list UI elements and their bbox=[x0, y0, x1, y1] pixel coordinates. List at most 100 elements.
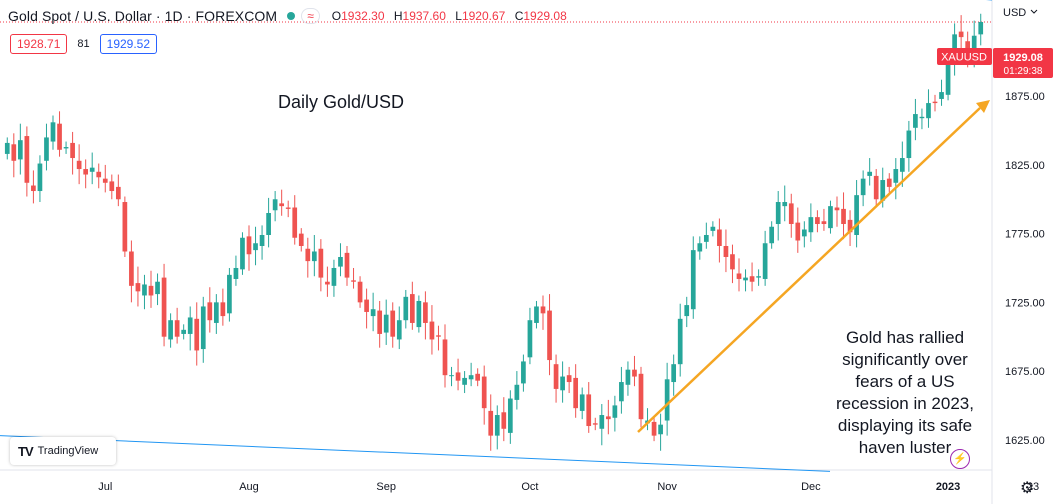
candle-body bbox=[115, 186, 121, 200]
candle-body bbox=[801, 229, 807, 237]
lower-channel-line[interactable] bbox=[0, 435, 831, 472]
candle-body bbox=[416, 300, 422, 328]
ohlc-readout: O1932.30 H1937.60 L1920.67 C1929.08 bbox=[332, 9, 573, 23]
candle-body bbox=[703, 235, 709, 242]
time-tick-label: 23 bbox=[1027, 481, 1039, 493]
time-tick-label: Sep bbox=[376, 481, 396, 493]
candle-body bbox=[566, 375, 572, 383]
candle-body bbox=[527, 320, 533, 358]
candle-body bbox=[298, 233, 304, 246]
settings-gear-icon[interactable]: ⚙ bbox=[1020, 480, 1035, 497]
candle-body bbox=[259, 235, 265, 246]
time-tick-label: Oct bbox=[521, 481, 538, 493]
candle-body bbox=[573, 377, 579, 409]
candle-body bbox=[207, 302, 213, 321]
price-axis-panel[interactable] bbox=[992, 0, 1063, 504]
candle-body bbox=[919, 116, 925, 119]
annotation-line: displaying its safe bbox=[838, 416, 972, 435]
pattern-icon[interactable]: ≈ bbox=[301, 8, 320, 24]
candle-body bbox=[619, 382, 624, 402]
price-tick-label: 1725.00 bbox=[1005, 297, 1045, 309]
unit-chevron-down-icon[interactable] bbox=[1030, 9, 1038, 14]
candle-body bbox=[436, 335, 441, 337]
candle-body bbox=[488, 410, 494, 436]
candle-body bbox=[599, 415, 605, 429]
candle-body bbox=[370, 309, 376, 317]
candle-body bbox=[932, 101, 938, 104]
candle-body bbox=[730, 254, 735, 270]
candle-body bbox=[782, 202, 788, 207]
candle-body bbox=[906, 130, 912, 159]
candle-body bbox=[305, 248, 311, 262]
chart-title: Daily Gold/USD bbox=[278, 92, 404, 112]
candle-body bbox=[690, 250, 696, 310]
candle-body bbox=[318, 248, 324, 278]
candle-body bbox=[945, 59, 951, 95]
price-axis-unit: USD bbox=[1003, 7, 1026, 19]
candle-body bbox=[227, 274, 232, 314]
candle-body bbox=[971, 35, 977, 55]
candle-body bbox=[952, 34, 957, 60]
candle-body bbox=[710, 226, 716, 231]
candle-body bbox=[122, 202, 128, 252]
time-tick-label: Dec bbox=[801, 481, 821, 493]
candle-body bbox=[462, 377, 467, 385]
ohlc-close-key: C bbox=[514, 9, 524, 23]
ohlc-low-value: 1920.67 bbox=[461, 9, 506, 23]
candle-body bbox=[396, 320, 402, 340]
chart-header: Gold Spot / U.S. Dollar · 1D · FOREXCOM … bbox=[8, 6, 573, 26]
candle-body bbox=[788, 203, 794, 225]
spread-value: 81 bbox=[77, 38, 90, 50]
candle-body bbox=[168, 320, 173, 340]
annotation-line: significantly over bbox=[842, 350, 968, 369]
candle-body bbox=[521, 361, 526, 384]
candle-body bbox=[854, 195, 859, 235]
price-tick-label: 1875.00 bbox=[1005, 91, 1045, 103]
tradingview-logo-text: TradingView bbox=[37, 445, 99, 457]
sell-price-button[interactable]: 1928.71 bbox=[10, 34, 68, 54]
candle-body bbox=[684, 305, 690, 317]
candle-body bbox=[625, 369, 631, 385]
candle-body bbox=[762, 243, 768, 279]
lightning-icon[interactable]: ⚡ bbox=[950, 449, 970, 469]
candle-body bbox=[174, 320, 180, 337]
ohlc-open-key: O bbox=[331, 9, 342, 23]
candle-body bbox=[475, 373, 481, 381]
candle-body bbox=[756, 276, 761, 278]
candle-body bbox=[586, 394, 592, 427]
candle-body bbox=[534, 306, 539, 323]
candle-body bbox=[423, 302, 428, 323]
candle-body bbox=[547, 310, 552, 361]
tradingview-logo-icon: TV bbox=[18, 443, 34, 459]
tradingview-logo[interactable]: TV TradingView bbox=[10, 437, 116, 465]
candle-body bbox=[507, 398, 513, 433]
candle-body bbox=[553, 364, 559, 389]
candle-body bbox=[155, 281, 160, 295]
candle-body bbox=[135, 283, 141, 292]
candle-body bbox=[442, 339, 448, 376]
candle-body bbox=[76, 160, 82, 170]
candle-body bbox=[403, 296, 409, 321]
buy-price-button[interactable]: 1929.52 bbox=[99, 34, 158, 54]
annotation-line: haven luster bbox=[859, 438, 952, 457]
ohlc-high-value: 1937.60 bbox=[402, 9, 446, 23]
candle-body bbox=[821, 221, 827, 225]
candle-body bbox=[325, 281, 330, 285]
candle-body bbox=[246, 236, 252, 255]
price-tick-label: 1625.00 bbox=[1005, 435, 1045, 447]
last-price-label: 1929.08 bbox=[1003, 52, 1043, 64]
candle-body bbox=[736, 273, 742, 279]
candle-body bbox=[899, 158, 905, 172]
trend-arrow-head-icon bbox=[976, 100, 990, 113]
candle-body bbox=[96, 171, 102, 178]
candle-body bbox=[351, 280, 356, 282]
quote-row: 1928.71 81 1929.52 bbox=[10, 34, 158, 54]
symbol-title[interactable]: Gold Spot / U.S. Dollar · 1D · FOREXCOM bbox=[8, 8, 278, 24]
candle-body bbox=[344, 252, 350, 278]
candle-body bbox=[70, 142, 75, 159]
candle-body bbox=[449, 375, 454, 377]
trend-arrow-line[interactable] bbox=[637, 107, 981, 433]
candle-body bbox=[592, 423, 598, 425]
candle-body bbox=[501, 412, 507, 429]
candle-body bbox=[873, 175, 879, 200]
